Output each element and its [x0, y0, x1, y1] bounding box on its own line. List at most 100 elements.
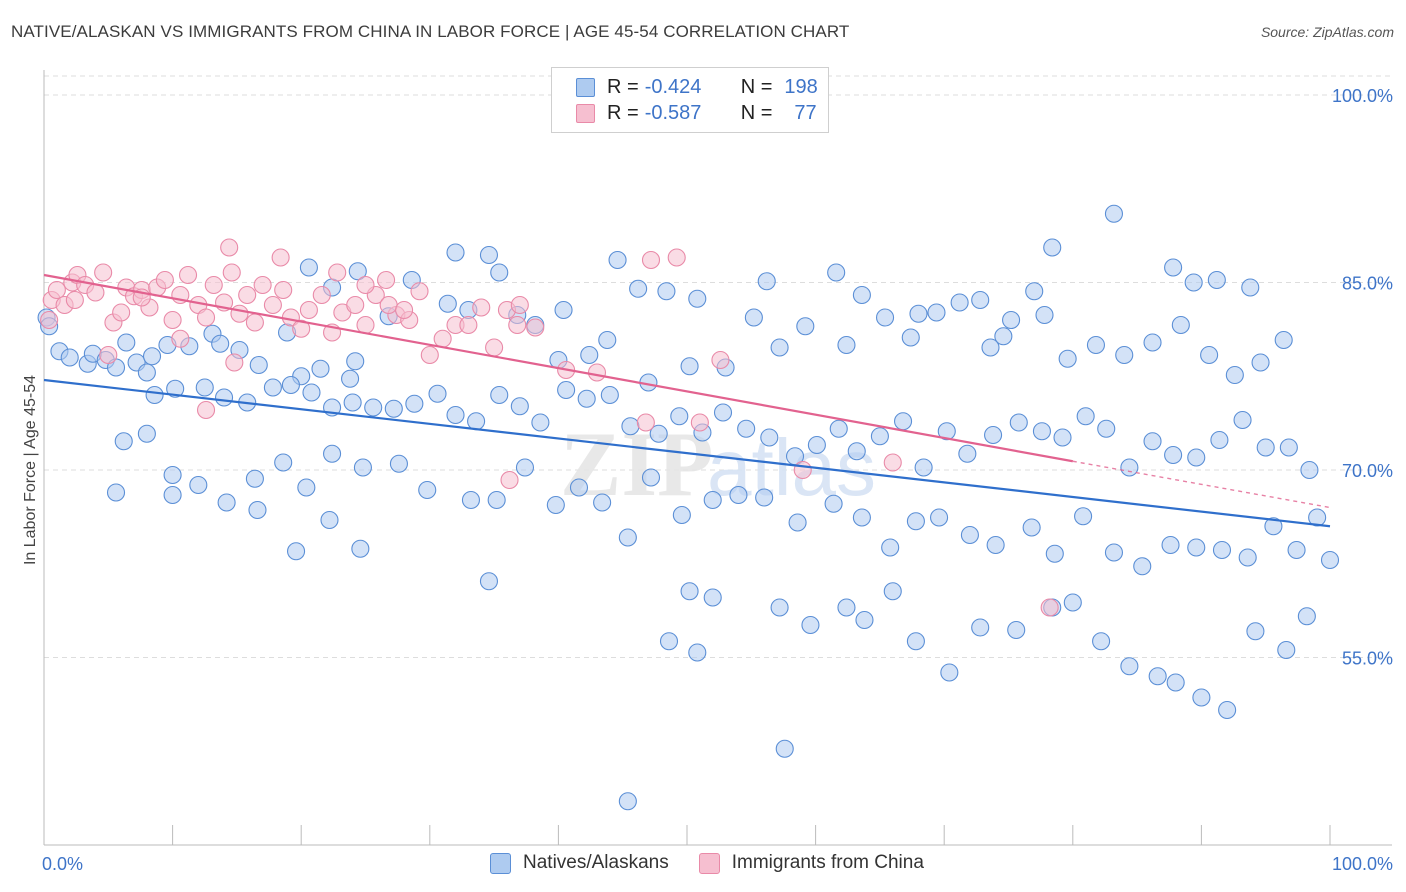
legend-row-natives: R = -0.424 N = 198: [576, 75, 818, 99]
native-point: [384, 399, 403, 418]
china-point: [395, 300, 414, 320]
native-point: [348, 262, 367, 281]
native-point: [1086, 335, 1105, 355]
native-point: [593, 493, 612, 512]
china-point: [636, 413, 655, 432]
china-point: [222, 263, 241, 282]
native-point: [847, 442, 866, 461]
china-point: [196, 400, 216, 420]
native-point: [311, 359, 330, 378]
china-point: [410, 282, 429, 301]
china-point: [485, 338, 504, 357]
china-point: [225, 353, 244, 372]
native-point: [1022, 518, 1041, 537]
native-point: [1171, 315, 1190, 335]
native-point: [960, 525, 979, 545]
native-point: [214, 388, 234, 407]
native-point: [1115, 345, 1134, 365]
native-point: [1256, 438, 1275, 457]
native-point: [649, 424, 668, 443]
native-point: [600, 385, 619, 405]
native-point: [881, 538, 900, 557]
native-point: [796, 317, 815, 336]
native-point: [446, 243, 465, 262]
native-point: [940, 663, 959, 682]
china-point: [1040, 598, 1059, 617]
native-point: [554, 300, 573, 320]
y-tick-label: 70.0%: [1342, 461, 1393, 481]
native-point: [958, 444, 977, 463]
y-tick-label: 100.0%: [1332, 86, 1393, 106]
native-point: [1143, 432, 1162, 451]
native-point: [1143, 333, 1162, 352]
native-point: [341, 369, 360, 388]
native-point: [1200, 345, 1219, 365]
native-point: [145, 385, 164, 405]
native-point: [299, 258, 318, 277]
china-point: [711, 350, 730, 370]
native-point: [670, 407, 689, 426]
native-point: [479, 572, 499, 591]
native-point: [1007, 620, 1026, 640]
native-point: [906, 632, 925, 651]
source-label: Source: ZipAtlas.com: [1260, 24, 1394, 40]
china-point: [641, 250, 661, 270]
x-tick-label: 100.0%: [1332, 854, 1393, 874]
native-point: [438, 294, 457, 313]
native-point: [1053, 428, 1072, 447]
native-point: [1092, 632, 1111, 651]
china-point: [883, 453, 902, 472]
native-point: [672, 505, 691, 525]
native-point: [490, 263, 509, 282]
native-point: [245, 469, 264, 488]
china-point: [459, 315, 478, 335]
native-point: [302, 383, 321, 402]
native-point: [827, 263, 846, 282]
native-point: [807, 435, 826, 455]
native-point: [1148, 667, 1167, 686]
native-point: [618, 528, 637, 547]
native-point: [531, 413, 550, 432]
native-point: [114, 432, 133, 451]
native-point: [680, 357, 699, 376]
china-point: [508, 315, 527, 335]
native-point: [1251, 353, 1270, 372]
native-point: [801, 615, 820, 635]
china-point: [379, 295, 398, 315]
native-point: [770, 338, 789, 357]
china-point: [587, 363, 607, 382]
r-value: -0.587: [644, 101, 702, 124]
y-tick-label: 55.0%: [1342, 649, 1393, 669]
native-point: [618, 792, 637, 811]
native-point: [688, 643, 707, 662]
native-point: [824, 494, 843, 513]
native-point: [1300, 460, 1319, 480]
native-point: [737, 419, 756, 438]
native-point: [263, 378, 282, 397]
native-point: [142, 347, 162, 366]
china-point: [472, 298, 491, 317]
native-point: [1218, 700, 1237, 720]
china-point: [238, 285, 257, 305]
native-point: [281, 375, 300, 395]
native-point: [837, 335, 856, 355]
native-point: [1120, 458, 1139, 477]
native-point: [688, 289, 707, 308]
native-point: [1045, 544, 1064, 563]
native-point: [249, 355, 268, 375]
china-point: [171, 329, 190, 348]
blue-swatch-icon: [576, 77, 595, 97]
native-point: [950, 293, 969, 312]
native-point: [487, 490, 506, 510]
native-point: [106, 483, 126, 502]
n-value: 198: [784, 75, 818, 98]
native-point: [546, 495, 565, 515]
native-point: [510, 397, 529, 416]
native-point: [389, 454, 408, 473]
native-point: [680, 582, 699, 601]
r-label: R =: [607, 101, 639, 124]
native-trend-line: [43, 378, 1331, 528]
native-point: [166, 379, 185, 398]
native-point: [211, 334, 230, 353]
